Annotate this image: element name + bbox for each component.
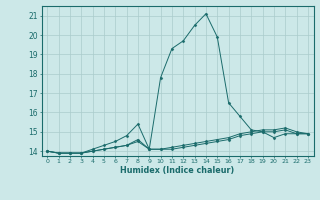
X-axis label: Humidex (Indice chaleur): Humidex (Indice chaleur) [120,166,235,175]
